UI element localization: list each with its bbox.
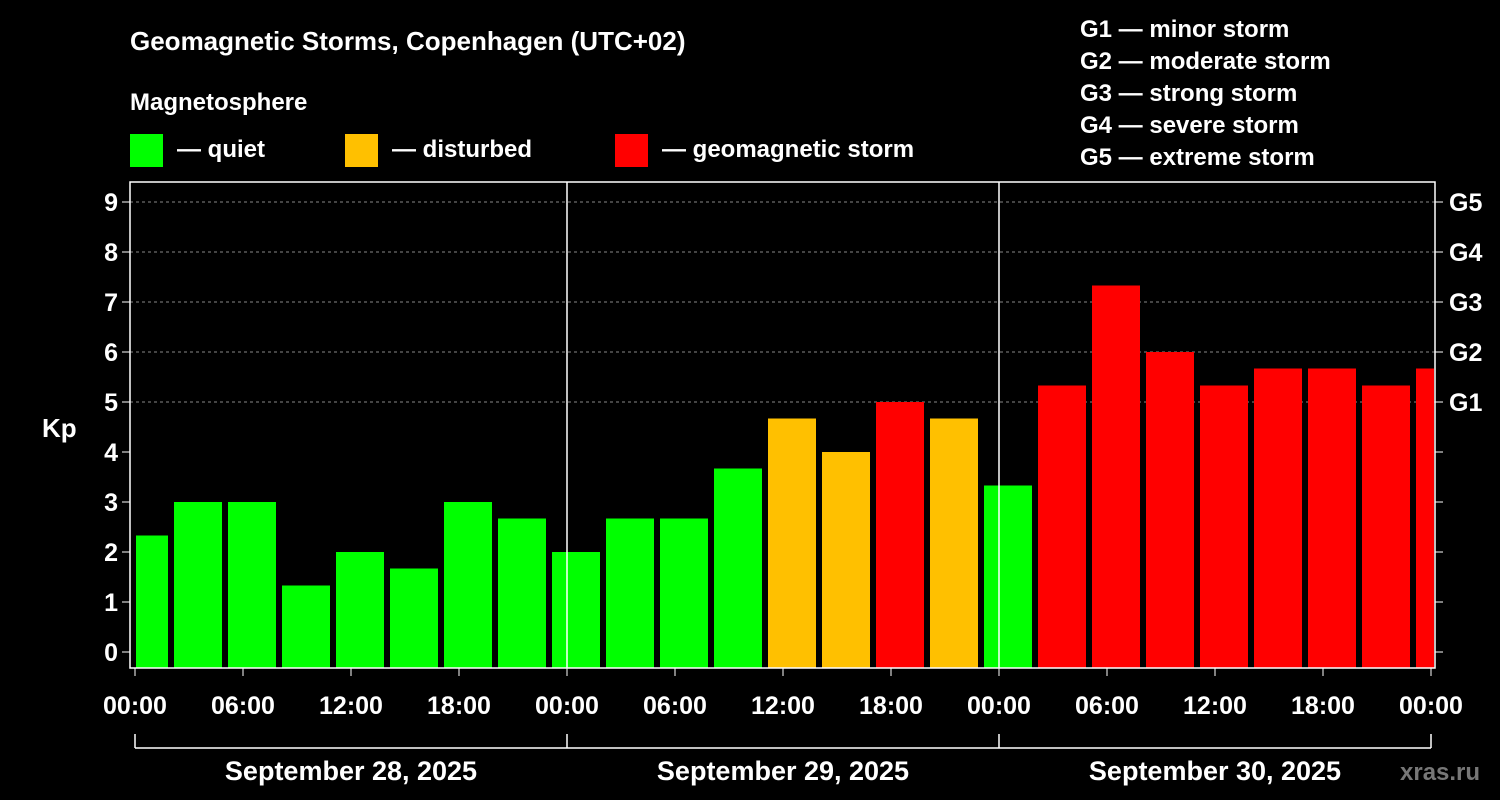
y-tick-label: 5 [104, 389, 118, 417]
legend-label: — quiet [177, 136, 265, 163]
x-tick-label: 00:00 [967, 692, 1031, 720]
kp-bar [1308, 368, 1356, 668]
legend-title: Magnetosphere [130, 89, 307, 116]
x-tick-label: 06:00 [1075, 692, 1139, 720]
day-label: September 28, 2025 [225, 756, 477, 786]
y-axis-label: Kp [42, 413, 77, 443]
y-tick-label: 4 [104, 439, 118, 467]
y-tick-label: 1 [104, 589, 118, 617]
x-tick-label: 18:00 [427, 692, 491, 720]
y-tick-label: 2 [104, 539, 118, 567]
kp-bar [1362, 385, 1410, 668]
kp-bar [1038, 385, 1086, 668]
g-scale-label: G1 [1449, 389, 1482, 417]
x-tick-label: 00:00 [103, 692, 167, 720]
bars [136, 285, 1434, 668]
kp-bar [660, 518, 708, 668]
x-tick-label: 06:00 [211, 692, 275, 720]
y-tick-label: 9 [104, 189, 118, 217]
scale-legend-item: G3 — strong storm [1080, 80, 1297, 107]
legend-swatch [615, 134, 648, 167]
scale-legend-item: G4 — severe storm [1080, 112, 1299, 139]
y-tick-label: 0 [104, 639, 118, 667]
g-scale-label: G4 [1449, 239, 1482, 267]
legend-label: — disturbed [392, 136, 532, 163]
scale-legend-item: G2 — moderate storm [1080, 48, 1331, 75]
legend-swatch [345, 134, 378, 167]
kp-bar [714, 468, 762, 668]
scale-legend: G1 — minor storm G2 — moderate storm G3 — … [1080, 16, 1331, 171]
legend: — quiet — disturbed — geomagnetic storm [130, 134, 914, 167]
kp-bar [606, 518, 654, 668]
y-tick-label: 8 [104, 239, 118, 267]
x-tick-label: 18:00 [1291, 692, 1355, 720]
kp-bar [174, 502, 222, 668]
kp-bar [930, 418, 978, 668]
x-tick-label: 12:00 [319, 692, 383, 720]
watermark: xras.ru [1400, 759, 1480, 786]
kp-bar [390, 568, 438, 668]
y-tick-label: 6 [104, 339, 118, 367]
kp-bar [1254, 368, 1302, 668]
kp-bar [136, 535, 168, 668]
kp-bar [984, 485, 1032, 668]
y-tick-label: 3 [104, 489, 118, 517]
kp-bar [1200, 385, 1248, 668]
legend-swatch [130, 134, 163, 167]
kp-bar [552, 552, 600, 668]
kp-bar [768, 418, 816, 668]
kp-bar [1146, 352, 1194, 668]
kp-bar [498, 518, 546, 668]
g-scale-label: G2 [1449, 339, 1482, 367]
x-tick-label: 18:00 [859, 692, 923, 720]
g-scale-label: G3 [1449, 289, 1482, 317]
kp-bar [228, 502, 276, 668]
kp-bar [444, 502, 492, 668]
day-label: September 30, 2025 [1089, 756, 1341, 786]
kp-bar [336, 552, 384, 668]
kp-bar [282, 585, 330, 668]
x-tick-label: 12:00 [1183, 692, 1247, 720]
x-tick-label: 00:00 [1399, 692, 1463, 720]
kp-bar [876, 402, 924, 668]
y-tick-label: 7 [104, 289, 118, 317]
x-tick-label: 12:00 [751, 692, 815, 720]
chart-title: Geomagnetic Storms, Copenhagen (UTC+02) [130, 26, 685, 56]
g-scale-label: G5 [1449, 189, 1482, 217]
kp-bar [822, 452, 870, 668]
kp-bar [1092, 285, 1140, 668]
x-tick-label: 06:00 [643, 692, 707, 720]
x-tick-label: 00:00 [535, 692, 599, 720]
scale-legend-item: G5 — extreme storm [1080, 144, 1315, 171]
kp-bar [1416, 368, 1434, 668]
plot-area: 0 1 2 3 4 5 6 7 8 9 G1 G2 G3 G4 G5 00:00 06:00 12:00 18:00… [103, 181, 1482, 786]
scale-legend-item: G1 — minor storm [1080, 16, 1289, 43]
legend-label: — geomagnetic storm [662, 136, 914, 163]
day-label: September 29, 2025 [657, 756, 909, 786]
